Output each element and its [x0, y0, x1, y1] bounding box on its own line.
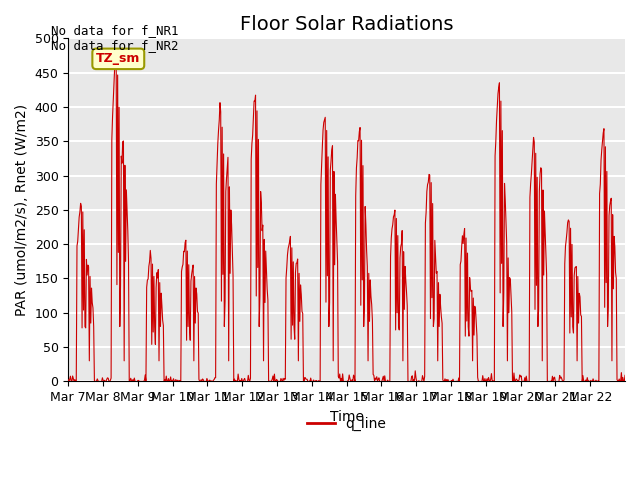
Text: TZ_sm: TZ_sm [96, 52, 141, 65]
Title: Floor Solar Radiations: Floor Solar Radiations [240, 15, 453, 34]
Legend: q_line: q_line [301, 411, 392, 436]
Y-axis label: PAR (umol/m2/s), Rnet (W/m2): PAR (umol/m2/s), Rnet (W/m2) [15, 104, 29, 316]
X-axis label: Time: Time [330, 410, 364, 424]
Text: No data for f_NR1
No data for f_NR2: No data for f_NR1 No data for f_NR2 [51, 24, 179, 52]
